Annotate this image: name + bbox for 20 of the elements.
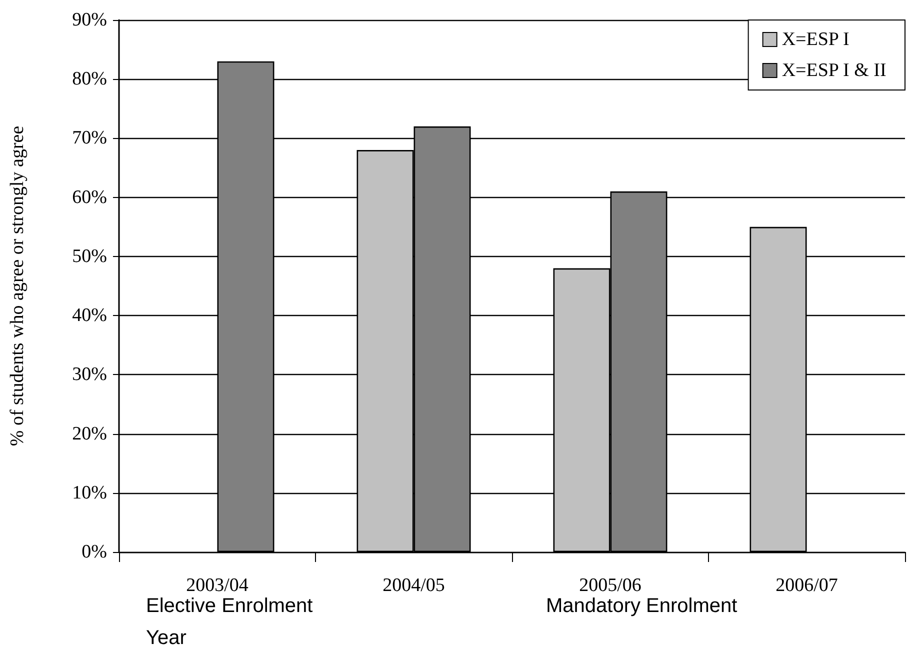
y-tick-label: 50% [72, 246, 108, 267]
legend-label: X=ESP I [782, 29, 850, 50]
y-tick-label: 80% [72, 68, 108, 90]
x-tick-label: 2005/06 [579, 575, 642, 596]
y-tick-label: 70% [72, 128, 108, 149]
y-axis-title: % of students who agree or strongly agree [7, 126, 28, 446]
y-tick-label: 90% [72, 10, 108, 30]
y-tick-label: 40% [72, 305, 108, 326]
y-tick-label: 0% [82, 542, 108, 562]
legend-label: X=ESP I & II [782, 60, 886, 81]
y-tick-label: 60% [72, 186, 108, 208]
x-tick-label: 2004/05 [382, 575, 445, 596]
x-tick-label: 2006/07 [776, 575, 838, 596]
y-tick-label: 10% [72, 482, 108, 504]
x-axis-title: Year [146, 627, 187, 649]
y-tick-label: 20% [72, 423, 108, 444]
x-tick-label: 2003/04 [186, 575, 249, 596]
y-tick-label: 30% [72, 364, 108, 386]
text: Mandatory Enrolment [546, 595, 738, 617]
text: Elective Enrolment [146, 595, 314, 617]
